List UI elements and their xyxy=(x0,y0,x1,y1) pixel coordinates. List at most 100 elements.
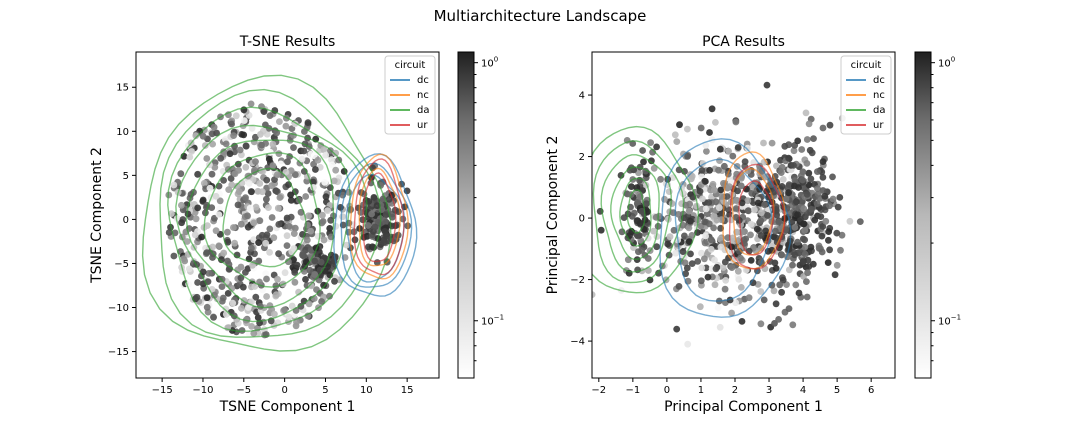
data-point xyxy=(683,264,691,272)
data-point xyxy=(203,294,211,302)
data-point xyxy=(634,198,642,206)
data-point xyxy=(805,169,813,177)
data-point xyxy=(332,149,339,157)
data-point xyxy=(799,176,806,184)
data-point xyxy=(305,212,312,220)
legend-label-ur: ur xyxy=(417,120,428,131)
data-point xyxy=(291,269,299,276)
data-point xyxy=(235,188,243,196)
data-point xyxy=(805,263,813,270)
data-point xyxy=(227,175,235,182)
data-point xyxy=(717,224,724,232)
data-point xyxy=(698,249,705,257)
contour-line xyxy=(203,151,321,288)
data-point xyxy=(650,164,658,172)
data-point xyxy=(829,195,837,203)
data-point xyxy=(183,238,191,245)
data-point xyxy=(702,205,710,213)
data-point xyxy=(737,284,745,291)
data-point xyxy=(782,195,790,203)
data-point xyxy=(747,231,754,239)
data-point xyxy=(326,292,333,300)
data-point xyxy=(204,222,211,230)
data-point xyxy=(216,197,224,205)
data-point xyxy=(240,131,248,139)
data-point xyxy=(785,266,793,274)
data-point xyxy=(291,171,299,179)
data-point xyxy=(794,137,802,145)
legend-label-da: da xyxy=(873,105,885,116)
data-point xyxy=(302,193,310,200)
contour-line xyxy=(731,167,775,256)
data-point xyxy=(298,155,306,163)
data-point xyxy=(222,140,230,148)
data-point xyxy=(729,152,737,160)
data-point xyxy=(679,248,687,256)
data-point xyxy=(310,160,317,168)
data-point xyxy=(628,183,635,191)
data-point xyxy=(251,283,259,290)
contour-line xyxy=(610,166,660,261)
data-point xyxy=(794,211,801,219)
data-point xyxy=(268,214,276,221)
data-point xyxy=(266,225,274,233)
data-point xyxy=(250,330,258,337)
data-point xyxy=(332,166,340,174)
data-point xyxy=(592,291,596,298)
data-point xyxy=(826,121,834,129)
data-point xyxy=(305,300,313,308)
axes-frame xyxy=(135,51,440,379)
data-point xyxy=(798,146,806,153)
y-tick-label: 15 xyxy=(116,83,129,94)
data-point xyxy=(308,252,315,260)
data-point xyxy=(638,207,646,215)
data-point xyxy=(748,189,756,197)
data-point xyxy=(801,250,809,258)
data-point xyxy=(681,168,688,175)
data-point xyxy=(790,147,798,155)
x-tick-label: 4 xyxy=(800,385,806,396)
data-point xyxy=(745,294,753,302)
data-point xyxy=(833,229,841,237)
colorbar-gradient xyxy=(914,51,932,379)
data-point xyxy=(306,266,314,274)
data-point xyxy=(283,242,291,250)
contour-line xyxy=(600,154,672,273)
data-point xyxy=(617,172,625,179)
data-point xyxy=(208,170,216,178)
data-point xyxy=(698,167,706,174)
x-tick-label: 2 xyxy=(732,385,738,396)
y-tick-label: −4 xyxy=(570,337,585,348)
data-point xyxy=(275,221,283,228)
contour-line xyxy=(722,151,786,270)
data-point xyxy=(708,105,716,113)
data-point xyxy=(245,180,253,187)
data-point xyxy=(826,202,833,210)
data-point xyxy=(792,281,800,289)
data-point xyxy=(290,256,297,264)
data-point xyxy=(636,219,644,227)
data-point xyxy=(237,220,245,228)
contour-line xyxy=(592,140,685,284)
y-tick-label: −5 xyxy=(114,259,129,270)
data-point xyxy=(281,306,288,314)
data-point xyxy=(382,218,389,226)
data-point xyxy=(312,166,319,173)
legend-label-dc: dc xyxy=(873,75,885,86)
data-point xyxy=(271,176,278,184)
legend-label-nc: nc xyxy=(873,90,885,101)
data-point xyxy=(266,249,273,256)
data-point xyxy=(647,139,654,147)
subplot-title: PCA Results xyxy=(702,34,785,50)
y-tick-label: 10 xyxy=(116,127,129,138)
data-point xyxy=(218,256,225,264)
data-point xyxy=(302,276,309,283)
y-tick-label: −10 xyxy=(108,303,129,314)
data-point xyxy=(817,213,825,221)
data-point xyxy=(233,251,241,259)
data-point xyxy=(747,257,755,264)
data-point xyxy=(272,291,280,299)
data-point xyxy=(799,258,807,266)
data-point xyxy=(806,146,814,154)
data-point xyxy=(701,218,708,226)
